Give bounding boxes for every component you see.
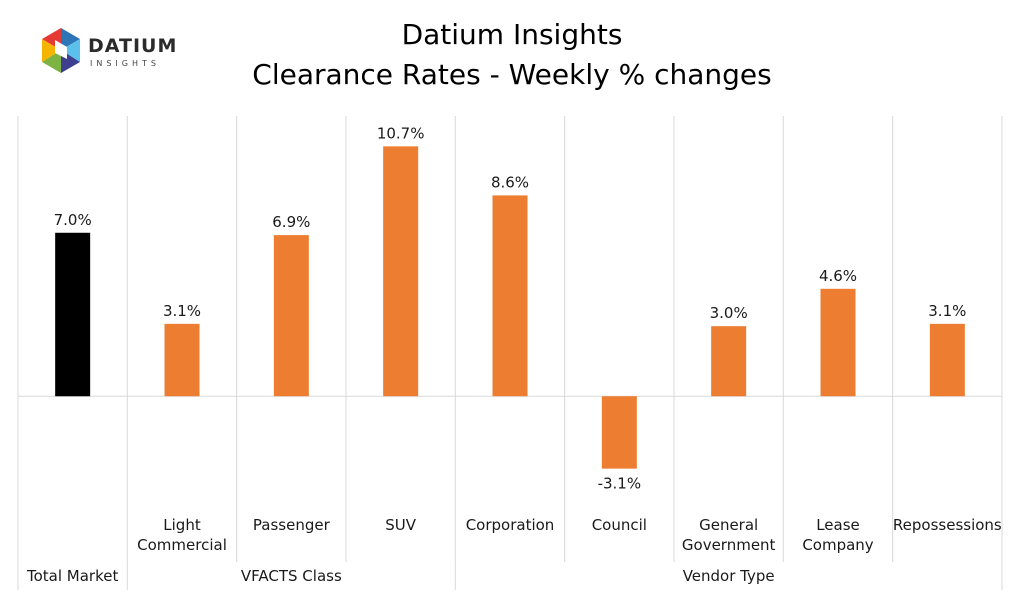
category-label: Total Market	[26, 567, 118, 585]
category-label: Commercial	[137, 536, 227, 554]
category-label: Light	[163, 516, 201, 534]
category-label: Passenger	[253, 516, 331, 534]
logo-hexagon-icon	[42, 28, 80, 73]
bar	[273, 235, 309, 397]
data-label: 3.0%	[710, 304, 748, 322]
data-label: -3.1%	[598, 475, 642, 493]
bar	[492, 195, 528, 397]
bar	[164, 323, 200, 397]
chart-subtitle: Clearance Rates - Weekly % changes	[252, 58, 772, 91]
group-label: Vendor Type	[683, 567, 775, 585]
bar	[601, 396, 637, 469]
group-label: VFACTS Class	[241, 567, 342, 585]
data-label: 8.6%	[491, 173, 529, 191]
category-label: Lease	[816, 516, 860, 534]
category-label: General	[699, 516, 758, 534]
category-label: Council	[592, 516, 647, 534]
logo-wordmark: DATIUM	[88, 35, 178, 57]
data-label: 7.0%	[54, 211, 92, 229]
bar	[55, 232, 91, 397]
category-label: Company	[802, 536, 873, 554]
bar	[929, 323, 965, 397]
category-label: Corporation	[466, 516, 555, 534]
bar	[820, 288, 856, 397]
data-label: 6.9%	[272, 213, 310, 231]
logo-subtext: INSIGHTS	[90, 59, 160, 68]
chart-title: Datium Insights	[401, 18, 623, 51]
category-label: SUV	[385, 516, 417, 534]
data-label: 3.1%	[928, 302, 966, 320]
data-label: 4.6%	[819, 267, 857, 285]
datium-logo: DATIUM INSIGHTS	[38, 26, 188, 76]
data-label: 10.7%	[377, 124, 425, 142]
data-label: 3.1%	[163, 302, 201, 320]
bar	[711, 326, 747, 397]
category-label: Repossessions	[893, 516, 1002, 534]
bar	[383, 146, 419, 397]
category-label: Government	[682, 536, 776, 554]
